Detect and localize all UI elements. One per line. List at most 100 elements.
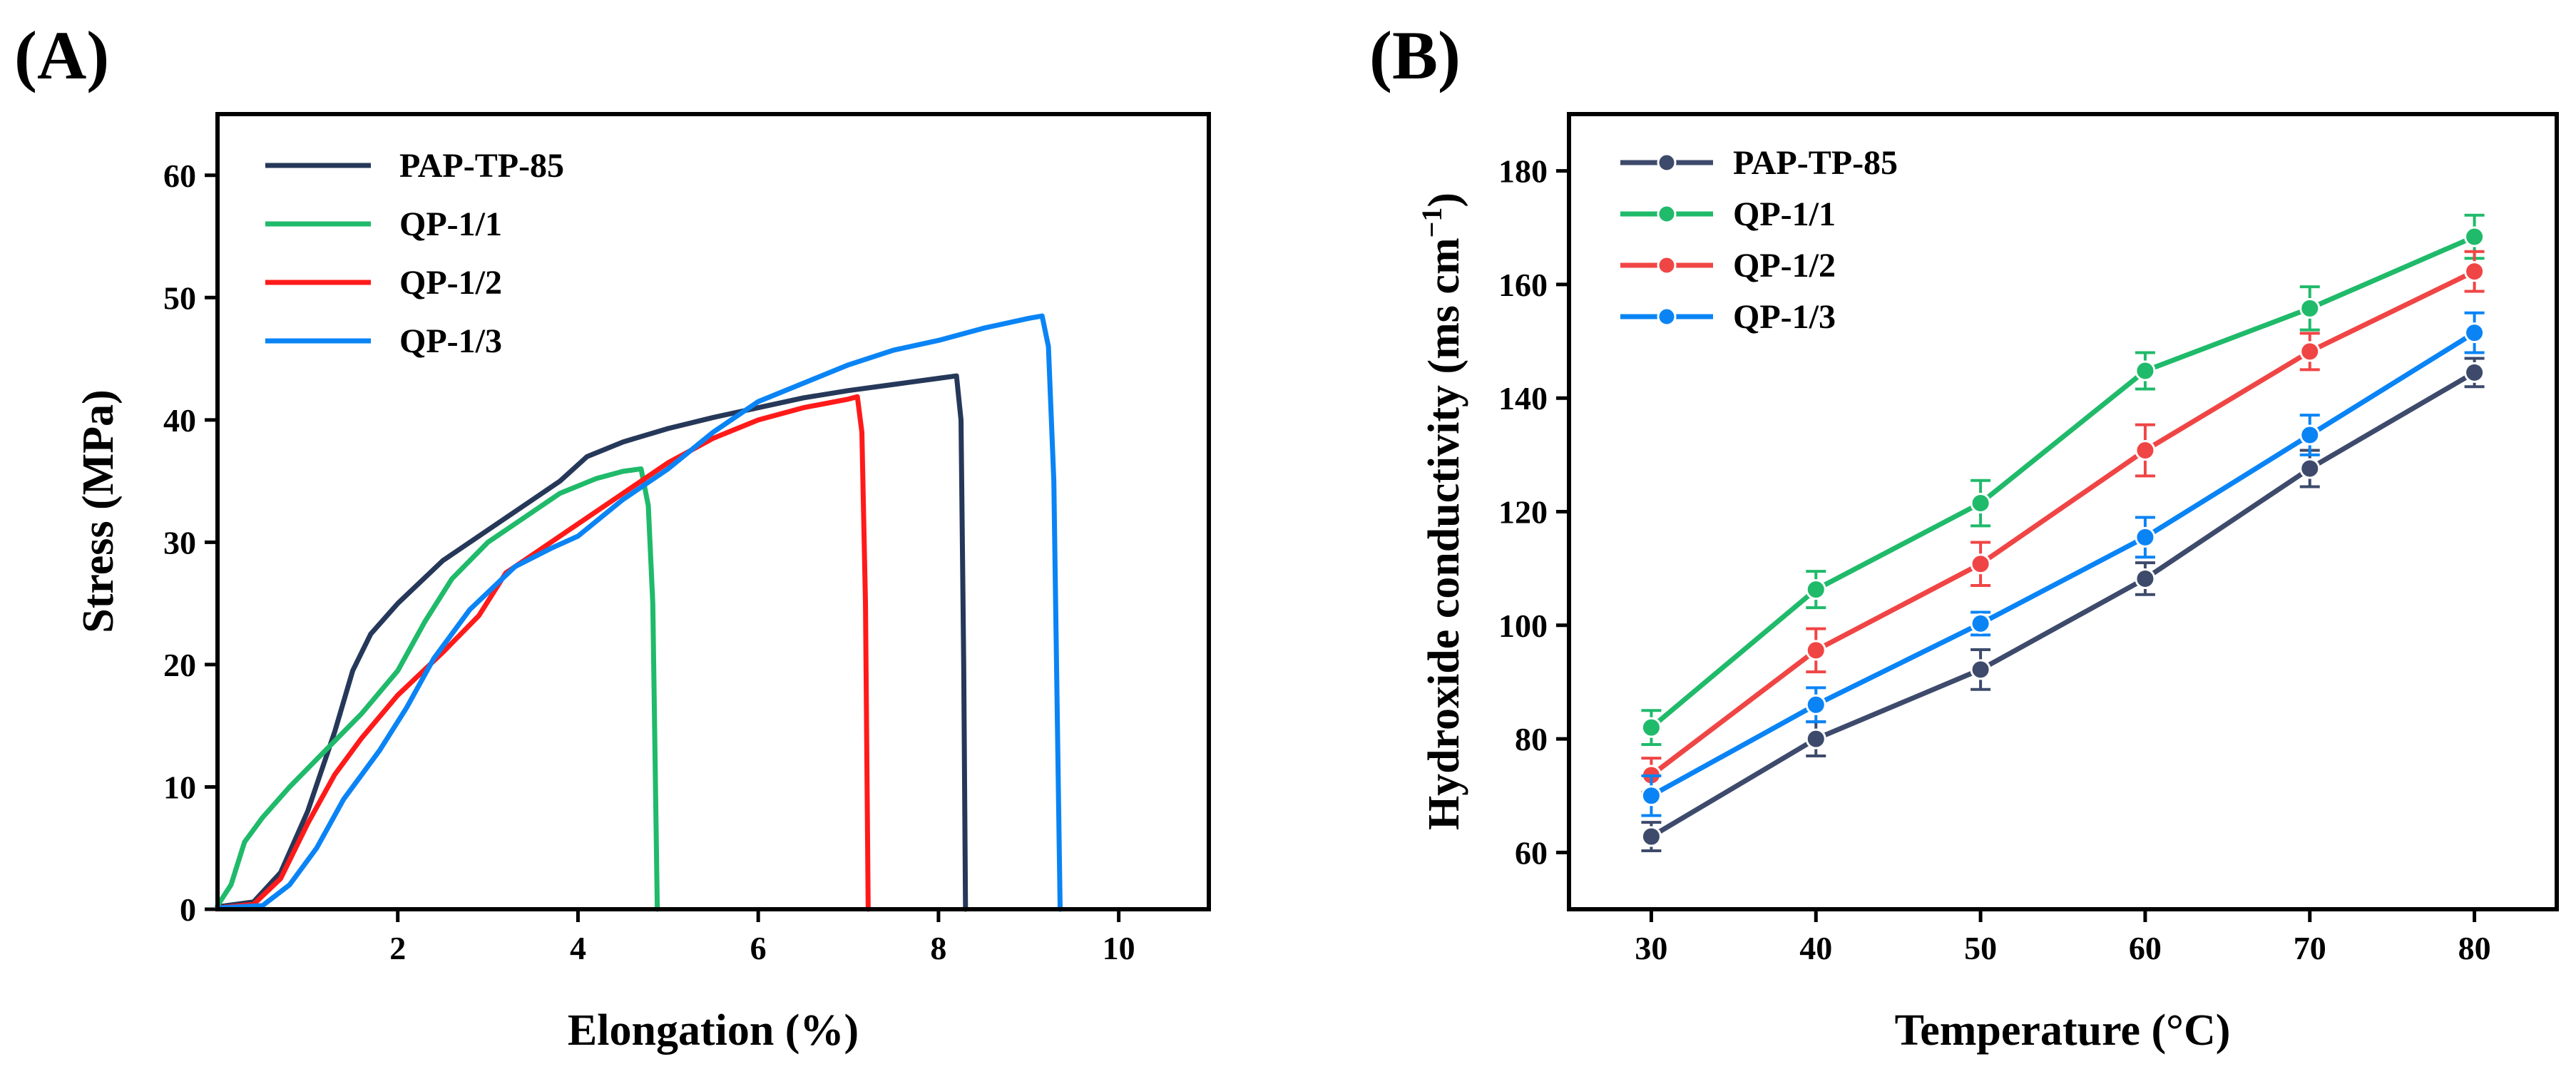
series-qp-1-1	[1640, 213, 2485, 747]
data-point	[1970, 613, 1991, 634]
series-line	[215, 313, 1063, 912]
legend-label: QP-1/2	[1733, 247, 1836, 285]
series-line	[1648, 234, 2478, 730]
series-qp-1-3	[1640, 311, 2485, 817]
series-line	[1648, 269, 2478, 778]
y-tick-label: 60	[1515, 834, 1548, 871]
x-tick-label: 50	[1964, 930, 1997, 966]
data-point	[2464, 322, 2485, 344]
x-tick-label: 40	[1799, 930, 1832, 966]
panel-a-series	[215, 313, 1063, 912]
panel-b-series	[1640, 213, 2485, 852]
series-qp-1-2	[215, 394, 871, 912]
x-tick-label: 8	[930, 930, 946, 966]
legend-entry: QP-1/1	[265, 205, 502, 243]
panel-a-x-axis-title: Elongation (%)	[568, 1006, 859, 1055]
data-point	[2464, 226, 2485, 247]
data-point	[1640, 785, 1662, 807]
panel-a-label: (A)	[14, 17, 109, 93]
data-point	[1640, 717, 1662, 738]
panel-b-label: (B)	[1369, 17, 1461, 93]
series-line	[215, 373, 968, 912]
data-point	[1805, 694, 1826, 715]
series-line	[215, 394, 871, 912]
x-tick-label: 10	[1103, 930, 1135, 966]
legend-swatch-marker	[1657, 153, 1677, 173]
y-tick-label: 40	[163, 402, 196, 439]
data-point	[1970, 493, 1991, 514]
data-point	[1970, 553, 1991, 575]
x-tick-label: 70	[2294, 930, 2326, 966]
data-point	[1640, 826, 1662, 847]
data-point	[2135, 568, 2156, 589]
legend-label: QP-1/3	[399, 322, 502, 360]
legend-entry: QP-1/3	[1620, 298, 1836, 336]
panel-b-y-axis-title: Hydroxide conductivity (ms cm−1)	[1416, 193, 1468, 830]
series-pap-tp-85	[215, 373, 968, 912]
data-point	[2299, 297, 2321, 319]
y-tick-label: 80	[1515, 721, 1548, 757]
panel-b-x-axis-title: Temperature (°C)	[1895, 1006, 2231, 1055]
panel-a-y-axis-title: Stress (MPa)	[74, 389, 123, 633]
panel-a-tick-labels: 2 4 6 8 10 0 10 20 30 40 50 60	[163, 158, 1135, 966]
data-point	[1805, 640, 1826, 661]
y-tick-label: 100	[1498, 608, 1548, 644]
data-point	[2299, 424, 2321, 446]
legend-label: QP-1/1	[1733, 195, 1836, 233]
y-tick-label: 60	[163, 158, 196, 194]
panel-b-legend: PAP-TP-85 QP-1/1 QP-1/2 QP-1/3	[1620, 144, 1898, 336]
data-point	[2464, 362, 2485, 383]
data-point	[1805, 728, 1826, 750]
y-tick-label: 160	[1498, 267, 1548, 303]
y-tick-label: 120	[1498, 494, 1548, 531]
x-tick-label: 6	[750, 930, 767, 966]
data-point	[2464, 261, 2485, 282]
legend-label: QP-1/1	[399, 205, 502, 243]
panel-a-ticks	[205, 173, 1121, 922]
legend-swatch-marker	[1657, 255, 1677, 275]
series-line	[1648, 330, 2478, 799]
legend-entry: QP-1/2	[1620, 247, 1836, 285]
legend-entry: QP-1/2	[265, 264, 502, 302]
panel-a-legend: PAP-TP-85 QP-1/1 QP-1/2 QP-1/3	[265, 147, 564, 360]
series-pap-tp-85	[1640, 357, 2485, 852]
panel-b-y-axis-title-superscript: −1	[1416, 208, 1448, 238]
data-point	[2299, 341, 2321, 362]
x-tick-label: 60	[2129, 930, 2162, 966]
y-tick-label: 140	[1498, 380, 1548, 416]
series-qp-1-1	[215, 466, 660, 912]
legend-entry: PAP-TP-85	[1620, 144, 1898, 182]
legend-entry: QP-1/1	[1620, 195, 1836, 233]
x-tick-label: 4	[570, 930, 586, 966]
data-point	[1970, 659, 1991, 680]
legend-entry: QP-1/3	[265, 322, 502, 360]
legend-label: QP-1/3	[1733, 298, 1836, 336]
legend-swatch-marker	[1657, 307, 1677, 327]
y-tick-label: 30	[163, 524, 196, 561]
legend-label: PAP-TP-85	[399, 147, 564, 185]
data-point	[2299, 458, 2321, 479]
x-tick-label: 2	[389, 930, 406, 966]
data-point	[2135, 360, 2156, 382]
series-qp-1-3	[215, 313, 1063, 912]
series-line	[1648, 369, 2478, 839]
panel-a: (A) 2 4 6 8 10 0 10 20 30 40 50 60 Elongation (%) S…	[14, 17, 1211, 1055]
data-point	[1805, 579, 1826, 600]
panel-b: (B) 30 40 50 60 70 80 60 80 100 120 140 160 180 Temp…	[1369, 17, 2559, 1055]
data-point	[2135, 439, 2156, 461]
panel-a-plot-frame	[215, 112, 1211, 911]
legend-label: QP-1/2	[399, 264, 502, 302]
x-tick-label: 30	[1635, 930, 1667, 966]
y-tick-label: 10	[163, 769, 196, 805]
panel-b-y-axis-title-end: )	[1420, 193, 1468, 208]
y-tick-label: 180	[1498, 153, 1548, 190]
panel-b-plot-frame	[1567, 112, 2559, 911]
legend-entry: PAP-TP-85	[265, 147, 564, 185]
y-tick-label: 50	[163, 280, 196, 316]
panel-b-y-axis-title-main: Hydroxide conductivity (ms cm	[1420, 237, 1468, 830]
y-tick-label: 0	[180, 891, 196, 928]
x-tick-label: 80	[2458, 930, 2491, 966]
y-tick-label: 20	[163, 647, 196, 683]
legend-label: PAP-TP-85	[1733, 144, 1898, 182]
